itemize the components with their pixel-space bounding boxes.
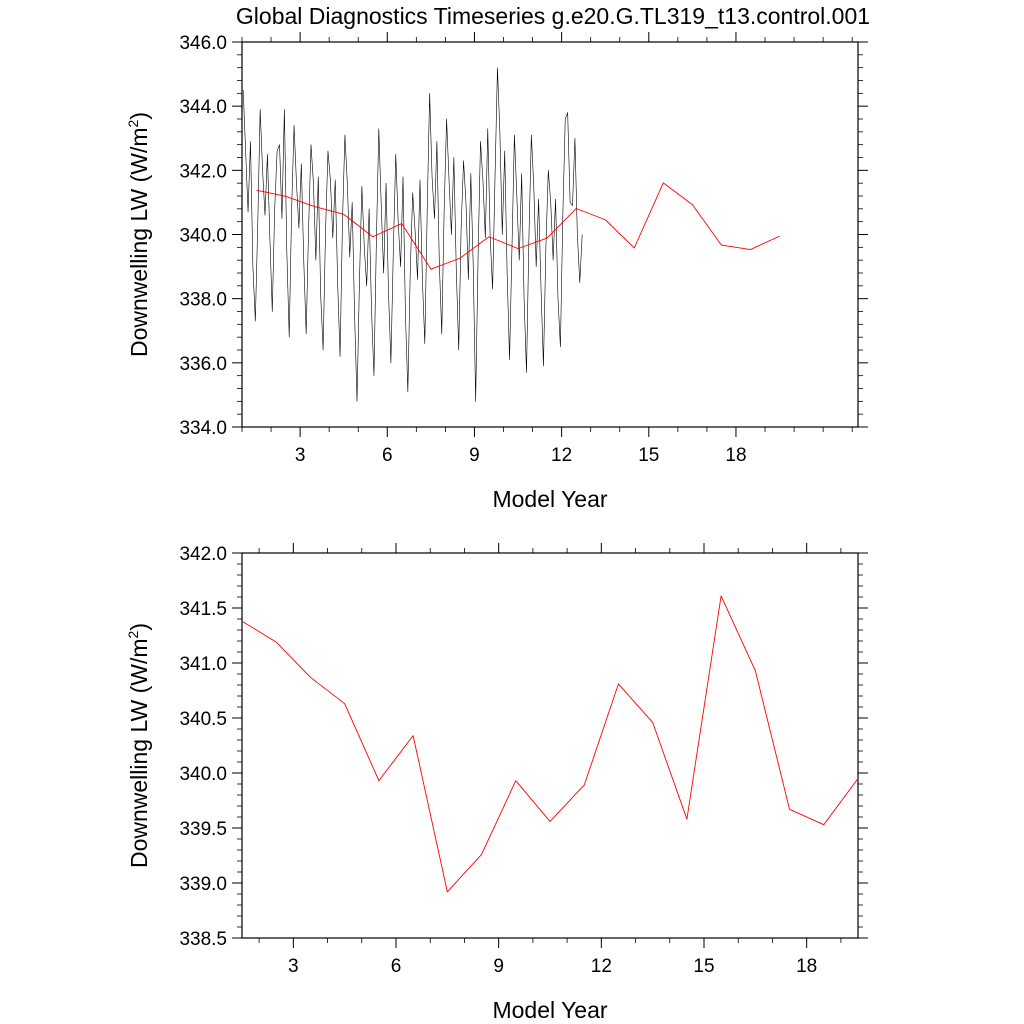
y-tick-label: 334.0 [179, 418, 227, 439]
y-tick-label: 342.0 [179, 161, 227, 182]
x-tick-label: 18 [725, 445, 746, 466]
y-tick-label: 338.5 [179, 929, 227, 950]
y-tick-label: 341.0 [179, 654, 227, 675]
figure-title: Global Diagnostics Timeseries g.e20.G.TL… [236, 3, 870, 29]
y-tick-label: 344.0 [179, 97, 227, 118]
x-axis-label: Model Year [492, 997, 607, 1023]
y-tick-label: 341.5 [179, 599, 227, 620]
x-axis-label: Model Year [492, 486, 607, 512]
plot-frame [241, 552, 859, 939]
series-line-annual-mean [256, 182, 780, 270]
y-tick-label: 346.0 [179, 33, 227, 54]
y-tick-label: 340.0 [179, 764, 227, 785]
y-tick-label: 339.5 [179, 819, 227, 840]
x-tick-label: 12 [551, 445, 572, 466]
series-line-monthly [242, 67, 583, 402]
x-tick-label: 15 [638, 445, 659, 466]
y-tick-label: 336.0 [179, 354, 227, 375]
series-line-annual-mean [242, 595, 858, 893]
y-tick-label: 338.0 [179, 290, 227, 311]
y-axis-label: Downwelling LW (W/m2) [125, 112, 152, 357]
x-tick-label: 12 [591, 956, 612, 977]
x-tick-label: 3 [295, 445, 306, 466]
y-tick-label: 342.0 [179, 544, 227, 565]
timeseries-panel-monthly: 334.0 336.0 338.0 340.0 342.0 344.0 346.0 3 6 9 12… [125, 32, 868, 512]
x-tick-label: 6 [382, 445, 393, 466]
x-tick-label: 18 [796, 956, 817, 977]
x-tick-label: 15 [693, 956, 714, 977]
y-tick-label: 340.0 [179, 226, 227, 247]
x-tick-label: 9 [469, 445, 480, 466]
timeseries-panel-annual: 338.5 339.0 339.5 340.0 340.5 341.0 341.5 342.0… [125, 543, 868, 1023]
y-tick-label: 340.5 [179, 709, 227, 730]
y-tick-label: 339.0 [179, 874, 227, 895]
y-axis-label: Downwelling LW (W/m2) [125, 623, 152, 868]
x-tick-label: 3 [288, 956, 299, 977]
x-tick-label: 6 [391, 956, 402, 977]
x-tick-label: 9 [493, 956, 504, 977]
